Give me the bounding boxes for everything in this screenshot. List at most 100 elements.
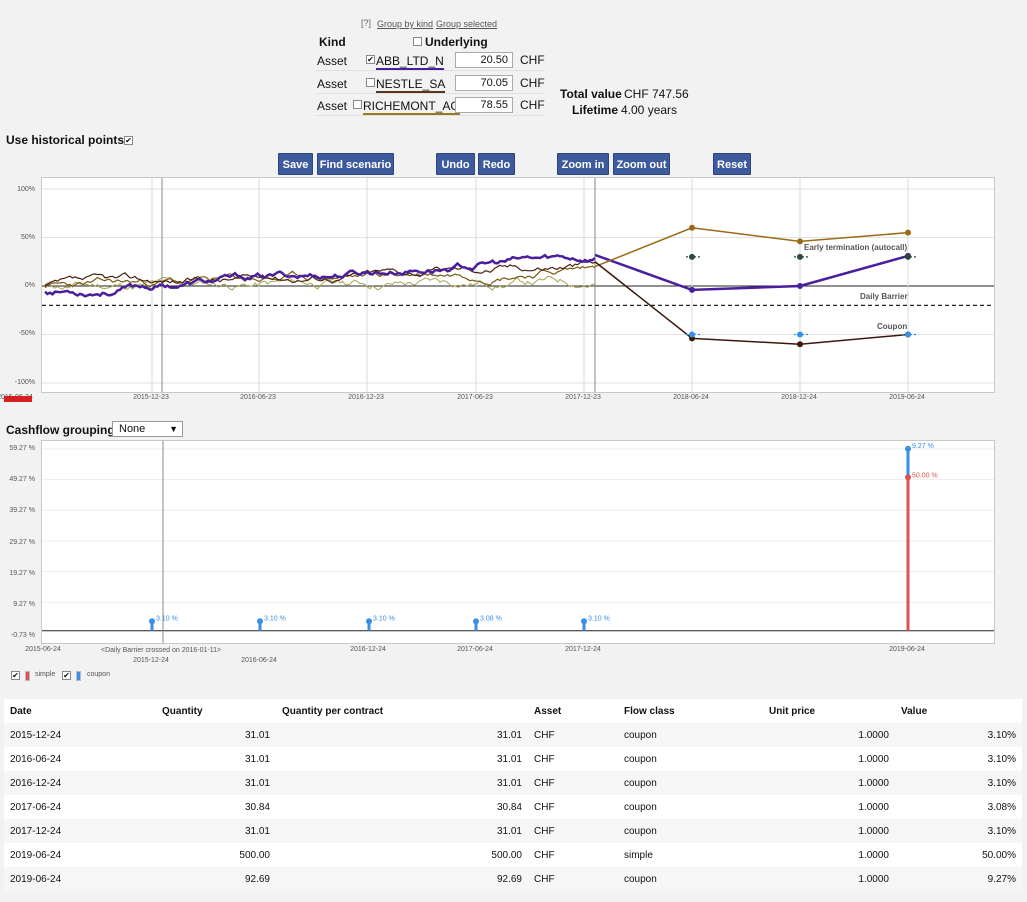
cell-unit-price: 1.0000 xyxy=(763,843,895,867)
autocall-annotation: Early termination (autocall) xyxy=(804,243,908,252)
scenario-point xyxy=(797,341,803,348)
cell-quantity-per-contract: 31.01 xyxy=(276,819,528,843)
row-divider xyxy=(316,115,544,116)
scenario-line xyxy=(594,227,909,268)
cell-date: 2015-12-24 xyxy=(4,723,156,747)
cell-quantity-per-contract: 31.01 xyxy=(276,771,528,795)
cashflow-table-wrap: Date Quantity Quantity per contract Asse… xyxy=(4,699,1022,891)
col-flow-class: Flow class xyxy=(624,705,675,717)
table-row: 2019-06-24 500.00 500.00 CHF simple 1.0000 50.… xyxy=(4,843,1022,867)
legend-coupon-swatch xyxy=(76,671,81,681)
undo-button[interactable]: Undo xyxy=(436,153,475,175)
historical-points-label: Use historical points xyxy=(6,133,125,147)
table-header-row: Date Quantity Quantity per contract Asse… xyxy=(4,699,1022,723)
coupon-data-label: 9.27 % xyxy=(912,443,934,450)
scenario-point xyxy=(797,283,803,289)
total-value: CHF 747.56 xyxy=(624,87,689,101)
x-tick-label: 2018-06-24 xyxy=(673,394,709,401)
currency-label: CHF xyxy=(520,76,545,90)
group-by-kind-link[interactable]: Group by kind xyxy=(377,19,434,29)
row-kind-1: Asset xyxy=(317,54,348,68)
chevron-down-icon: ▼ xyxy=(169,424,178,434)
history-path-abb xyxy=(44,253,596,298)
legend-coupon-label: coupon xyxy=(87,671,110,678)
group-selected-link[interactable]: Group selected xyxy=(436,19,498,29)
cell-quantity: 30.84 xyxy=(156,795,276,819)
coupon-point xyxy=(689,331,695,338)
zoom-out-button[interactable]: Zoom out xyxy=(613,153,670,175)
col-value: Value xyxy=(901,705,928,717)
cashflow-grouping-value: None xyxy=(119,423,146,435)
find-scenario-button[interactable]: Find scenario xyxy=(317,153,394,175)
coupon-bar-cap xyxy=(149,618,155,625)
scenario-chart-svg[interactable] xyxy=(42,178,994,392)
help-link[interactable]: [?] xyxy=(361,18,372,28)
coupon-bar-cap xyxy=(366,618,372,625)
cell-flow-class: simple xyxy=(618,843,763,867)
cell-unit-price: 1.0000 xyxy=(763,819,895,843)
reset-button[interactable]: Reset xyxy=(713,153,751,175)
col-quantity: Quantity xyxy=(162,705,203,717)
cell-value: 3.10% xyxy=(895,747,1022,771)
coupon-data-label: 3.10 % xyxy=(156,615,178,622)
x-tick-label: 2016-12-24 xyxy=(350,646,386,653)
cell-quantity: 31.01 xyxy=(156,771,276,795)
asset-value-input-abb[interactable]: 20.50 xyxy=(455,52,513,68)
asset-checkbox-richemont[interactable] xyxy=(353,100,362,109)
cell-quantity-per-contract: 92.69 xyxy=(276,867,528,891)
cell-quantity-per-contract: 31.01 xyxy=(276,747,528,771)
cell-asset: CHF xyxy=(528,723,618,747)
cell-flow-class: coupon xyxy=(618,819,763,843)
cell-value: 9.27% xyxy=(895,867,1022,891)
cashflow-chart-svg[interactable]: 3.10 % 3.10 % 3.10 % 3.08 % 3.10 % 9.27 % 50.0… xyxy=(42,441,994,643)
coupon-data-label: 3.10 % xyxy=(588,615,610,622)
table-row: 2017-06-24 30.84 30.84 CHF coupon 1.0000 3.08% xyxy=(4,795,1022,819)
legend-simple-checkbox[interactable]: ✔ xyxy=(11,671,20,680)
y-tick-label: 39.27 % xyxy=(9,507,35,514)
cashflow-chart[interactable]: 3.10 % 3.10 % 3.10 % 3.08 % 3.10 % 9.27 % 50.0… xyxy=(41,440,995,644)
zoom-in-button[interactable]: Zoom in xyxy=(557,153,609,175)
row-kind-3: Asset xyxy=(317,99,348,113)
cashflow-table: Date Quantity Quantity per contract Asse… xyxy=(4,699,1022,891)
table-row: 2016-12-24 31.01 31.01 CHF coupon 1.0000 3.10% xyxy=(4,771,1022,795)
coupon-annotation: Coupon xyxy=(877,322,908,331)
underlying-checkbox[interactable] xyxy=(413,37,422,46)
coupon-bar-cap xyxy=(905,445,911,452)
x-tick-label: 2017-06-24 xyxy=(457,646,493,653)
legend-coupon-checkbox[interactable]: ✔ xyxy=(62,671,71,680)
col-unit-price: Unit price xyxy=(769,705,816,717)
asset-checkbox-abb[interactable]: ✔ xyxy=(366,55,375,64)
cell-value: 3.10% xyxy=(895,819,1022,843)
x-tick-label: 2015-12-24 xyxy=(133,657,169,664)
asset-checkbox-nestle[interactable] xyxy=(366,78,375,87)
historical-points-checkbox[interactable]: ✔ xyxy=(124,136,133,145)
y-tick-label: 50% xyxy=(20,234,35,241)
x-tick-label: 2017-12-23 xyxy=(565,394,601,401)
cell-value: 50.00% xyxy=(895,843,1022,867)
cell-asset: CHF xyxy=(528,867,618,891)
scenario-point xyxy=(905,229,911,236)
coupon-point xyxy=(797,331,803,338)
asset-value-input-nestle[interactable]: 70.05 xyxy=(455,75,513,91)
cell-unit-price: 1.0000 xyxy=(763,723,895,747)
cell-quantity-per-contract: 31.01 xyxy=(276,723,528,747)
asset-value-input-richemont[interactable]: 78.55 xyxy=(455,97,513,113)
simple-data-label: 50.00 % xyxy=(912,472,938,479)
coupon-bar-cap xyxy=(581,618,587,625)
cashflow-grouping-select[interactable]: None ▼ xyxy=(112,421,183,437)
x-tick-label: 2016-06-23 xyxy=(240,394,276,401)
autocall-point xyxy=(689,253,695,260)
cell-unit-price: 1.0000 xyxy=(763,771,895,795)
cell-unit-price: 1.0000 xyxy=(763,795,895,819)
table-row: 2017-12-24 31.01 31.01 CHF coupon 1.0000 3.10% xyxy=(4,819,1022,843)
redo-button[interactable]: Redo xyxy=(478,153,515,175)
cell-flow-class: coupon xyxy=(618,867,763,891)
save-button[interactable]: Save xyxy=(278,153,313,175)
cell-date: 2019-06-24 xyxy=(4,867,156,891)
scenario-chart[interactable] xyxy=(41,177,995,393)
kind-header: Kind xyxy=(319,35,346,49)
y-tick-label: 19.27 % xyxy=(9,570,35,577)
coupon-point xyxy=(905,331,911,338)
autocall-point xyxy=(905,253,911,260)
cashflow-grouping-label: Cashflow grouping xyxy=(6,423,115,437)
